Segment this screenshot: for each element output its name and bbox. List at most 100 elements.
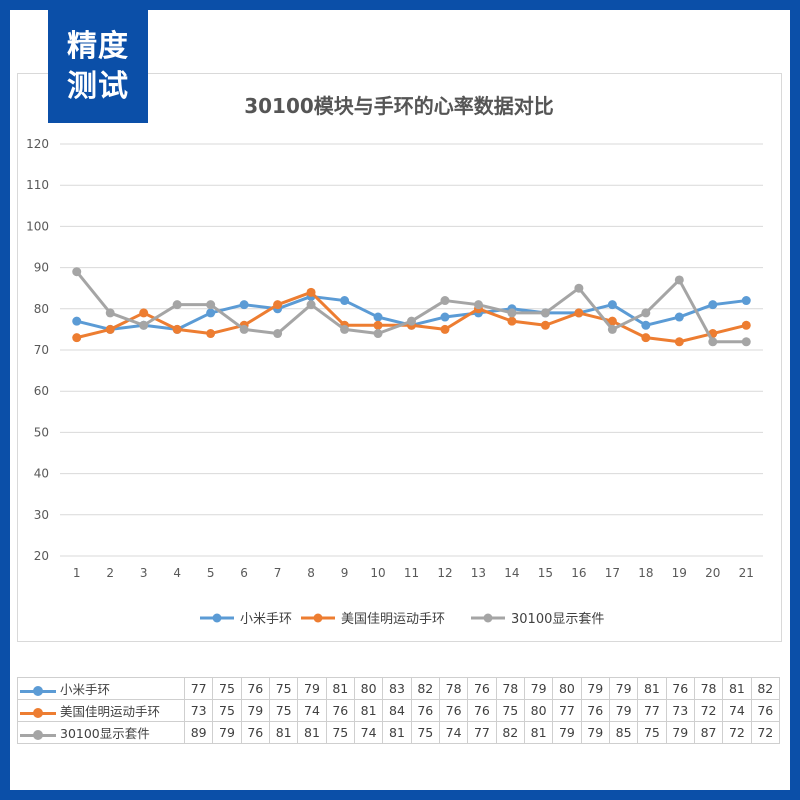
table-cell: 85 bbox=[608, 721, 639, 744]
table-cell: 76 bbox=[467, 699, 497, 722]
table-cell: 79 bbox=[523, 677, 554, 700]
table-cell: 76 bbox=[240, 677, 270, 700]
x-tick-label: 20 bbox=[705, 566, 720, 580]
table-cell: 77 bbox=[183, 677, 214, 700]
table-cell: 82 bbox=[750, 677, 781, 700]
table-cell: 72 bbox=[693, 699, 724, 722]
table-cell: 79 bbox=[608, 699, 639, 722]
table-cell: 78 bbox=[438, 677, 469, 700]
data-point bbox=[507, 316, 517, 326]
series-swatch-icon bbox=[20, 729, 56, 740]
data-point bbox=[172, 300, 182, 310]
table-series-name: 美国佳明运动手环 bbox=[17, 699, 185, 722]
table-cell: 80 bbox=[552, 677, 582, 700]
table-cell: 82 bbox=[495, 721, 525, 744]
table-cell: 89 bbox=[183, 721, 214, 744]
x-tick-label: 8 bbox=[307, 566, 315, 580]
table-cell: 77 bbox=[552, 699, 582, 722]
table-cell: 75 bbox=[212, 677, 242, 700]
data-point bbox=[105, 324, 115, 334]
table-cell: 75 bbox=[325, 721, 355, 744]
table-cell: 79 bbox=[608, 677, 639, 700]
data-point bbox=[407, 316, 416, 326]
table-cell: 82 bbox=[410, 677, 440, 700]
data-point bbox=[607, 300, 617, 310]
x-tick-label: 19 bbox=[672, 566, 687, 580]
data-point bbox=[641, 320, 651, 330]
table-series-label: 30100显示套件 bbox=[60, 726, 150, 741]
table-cell: 76 bbox=[240, 721, 270, 744]
data-point bbox=[306, 300, 316, 310]
table-series-label: 小米手环 bbox=[60, 682, 111, 697]
data-point bbox=[273, 300, 283, 310]
data-point bbox=[206, 329, 216, 339]
chart-frame: 30100模块与手环的心率数据对比 20 30 40 50 60 70 80 90 100 110 1… bbox=[17, 73, 782, 642]
table-cell: 79 bbox=[580, 721, 610, 744]
data-point bbox=[139, 320, 149, 330]
x-tick-label: 4 bbox=[173, 566, 181, 580]
table-cell: 79 bbox=[212, 721, 242, 744]
data-point bbox=[473, 300, 483, 310]
data-point bbox=[440, 312, 450, 322]
x-tick-label: 2 bbox=[106, 566, 114, 580]
data-point bbox=[741, 296, 751, 306]
x-tick-label: 21 bbox=[739, 566, 754, 580]
x-tick-label: 12 bbox=[437, 566, 452, 580]
legend-label: 美国佳明运动手环 bbox=[341, 612, 445, 627]
table-series-label: 美国佳明运动手环 bbox=[60, 704, 161, 719]
data-point bbox=[373, 320, 383, 330]
badge-line-1: 精度 bbox=[67, 28, 129, 64]
data-point bbox=[172, 324, 182, 334]
table-cell: 77 bbox=[637, 699, 667, 722]
table-cell: 81 bbox=[268, 721, 299, 744]
table-cell: 76 bbox=[325, 699, 355, 722]
y-tick-label: 40 bbox=[34, 467, 49, 481]
data-point bbox=[641, 333, 651, 343]
y-tick-label: 60 bbox=[34, 384, 49, 398]
x-tick-label: 10 bbox=[370, 566, 385, 580]
table-cell: 79 bbox=[240, 699, 270, 722]
data-point bbox=[239, 324, 249, 334]
x-tick-label: 16 bbox=[571, 566, 586, 580]
data-point bbox=[373, 312, 383, 322]
data-point bbox=[72, 333, 82, 343]
x-tick-label: 15 bbox=[538, 566, 553, 580]
table-cell: 79 bbox=[580, 677, 610, 700]
x-tick-label: 5 bbox=[207, 566, 215, 580]
y-tick-label: 90 bbox=[34, 261, 49, 275]
table-row: 30100显示套件 89 79 76 81 81 75 74 81 75 74 77 82 81 79 79 8… bbox=[17, 721, 781, 744]
data-point bbox=[574, 308, 584, 318]
y-tick-label: 50 bbox=[34, 425, 49, 439]
legend-swatch-marker bbox=[212, 613, 222, 623]
table-cell: 81 bbox=[325, 677, 355, 700]
table-cell: 72 bbox=[722, 721, 752, 744]
data-point bbox=[741, 320, 751, 330]
table-cell: 78 bbox=[495, 677, 525, 700]
data-point bbox=[641, 308, 651, 318]
data-point bbox=[72, 316, 82, 326]
data-point bbox=[239, 300, 249, 310]
data-point bbox=[206, 300, 216, 310]
data-point bbox=[674, 275, 684, 285]
table-cell: 80 bbox=[353, 677, 384, 700]
data-point bbox=[72, 267, 82, 277]
heart-rate-line-chart: 30100模块与手环的心率数据对比20304050607080901001101… bbox=[26, 94, 763, 627]
table-row: 小米手环 77 75 76 75 79 81 80 83 82 78 76 78 79 80 79 79 81 76… bbox=[17, 677, 781, 700]
table-cell: 76 bbox=[467, 677, 497, 700]
table-cell: 74 bbox=[438, 721, 469, 744]
data-table: 小米手环 77 75 76 75 79 81 80 83 82 78 76 78 79 80 79 79 81 76… bbox=[17, 677, 781, 744]
table-cell: 75 bbox=[495, 699, 525, 722]
series-swatch-icon bbox=[20, 685, 56, 696]
data-point bbox=[139, 308, 149, 318]
table-cell: 74 bbox=[297, 699, 327, 722]
x-tick-label: 17 bbox=[605, 566, 620, 580]
data-point bbox=[540, 320, 550, 330]
table-cell: 75 bbox=[268, 677, 299, 700]
data-point bbox=[607, 324, 617, 334]
legend-label: 小米手环 bbox=[240, 612, 292, 627]
y-tick-label: 70 bbox=[34, 343, 49, 357]
x-tick-label: 3 bbox=[140, 566, 148, 580]
table-cell: 79 bbox=[552, 721, 582, 744]
data-point bbox=[206, 308, 216, 318]
table-cell: 75 bbox=[268, 699, 299, 722]
